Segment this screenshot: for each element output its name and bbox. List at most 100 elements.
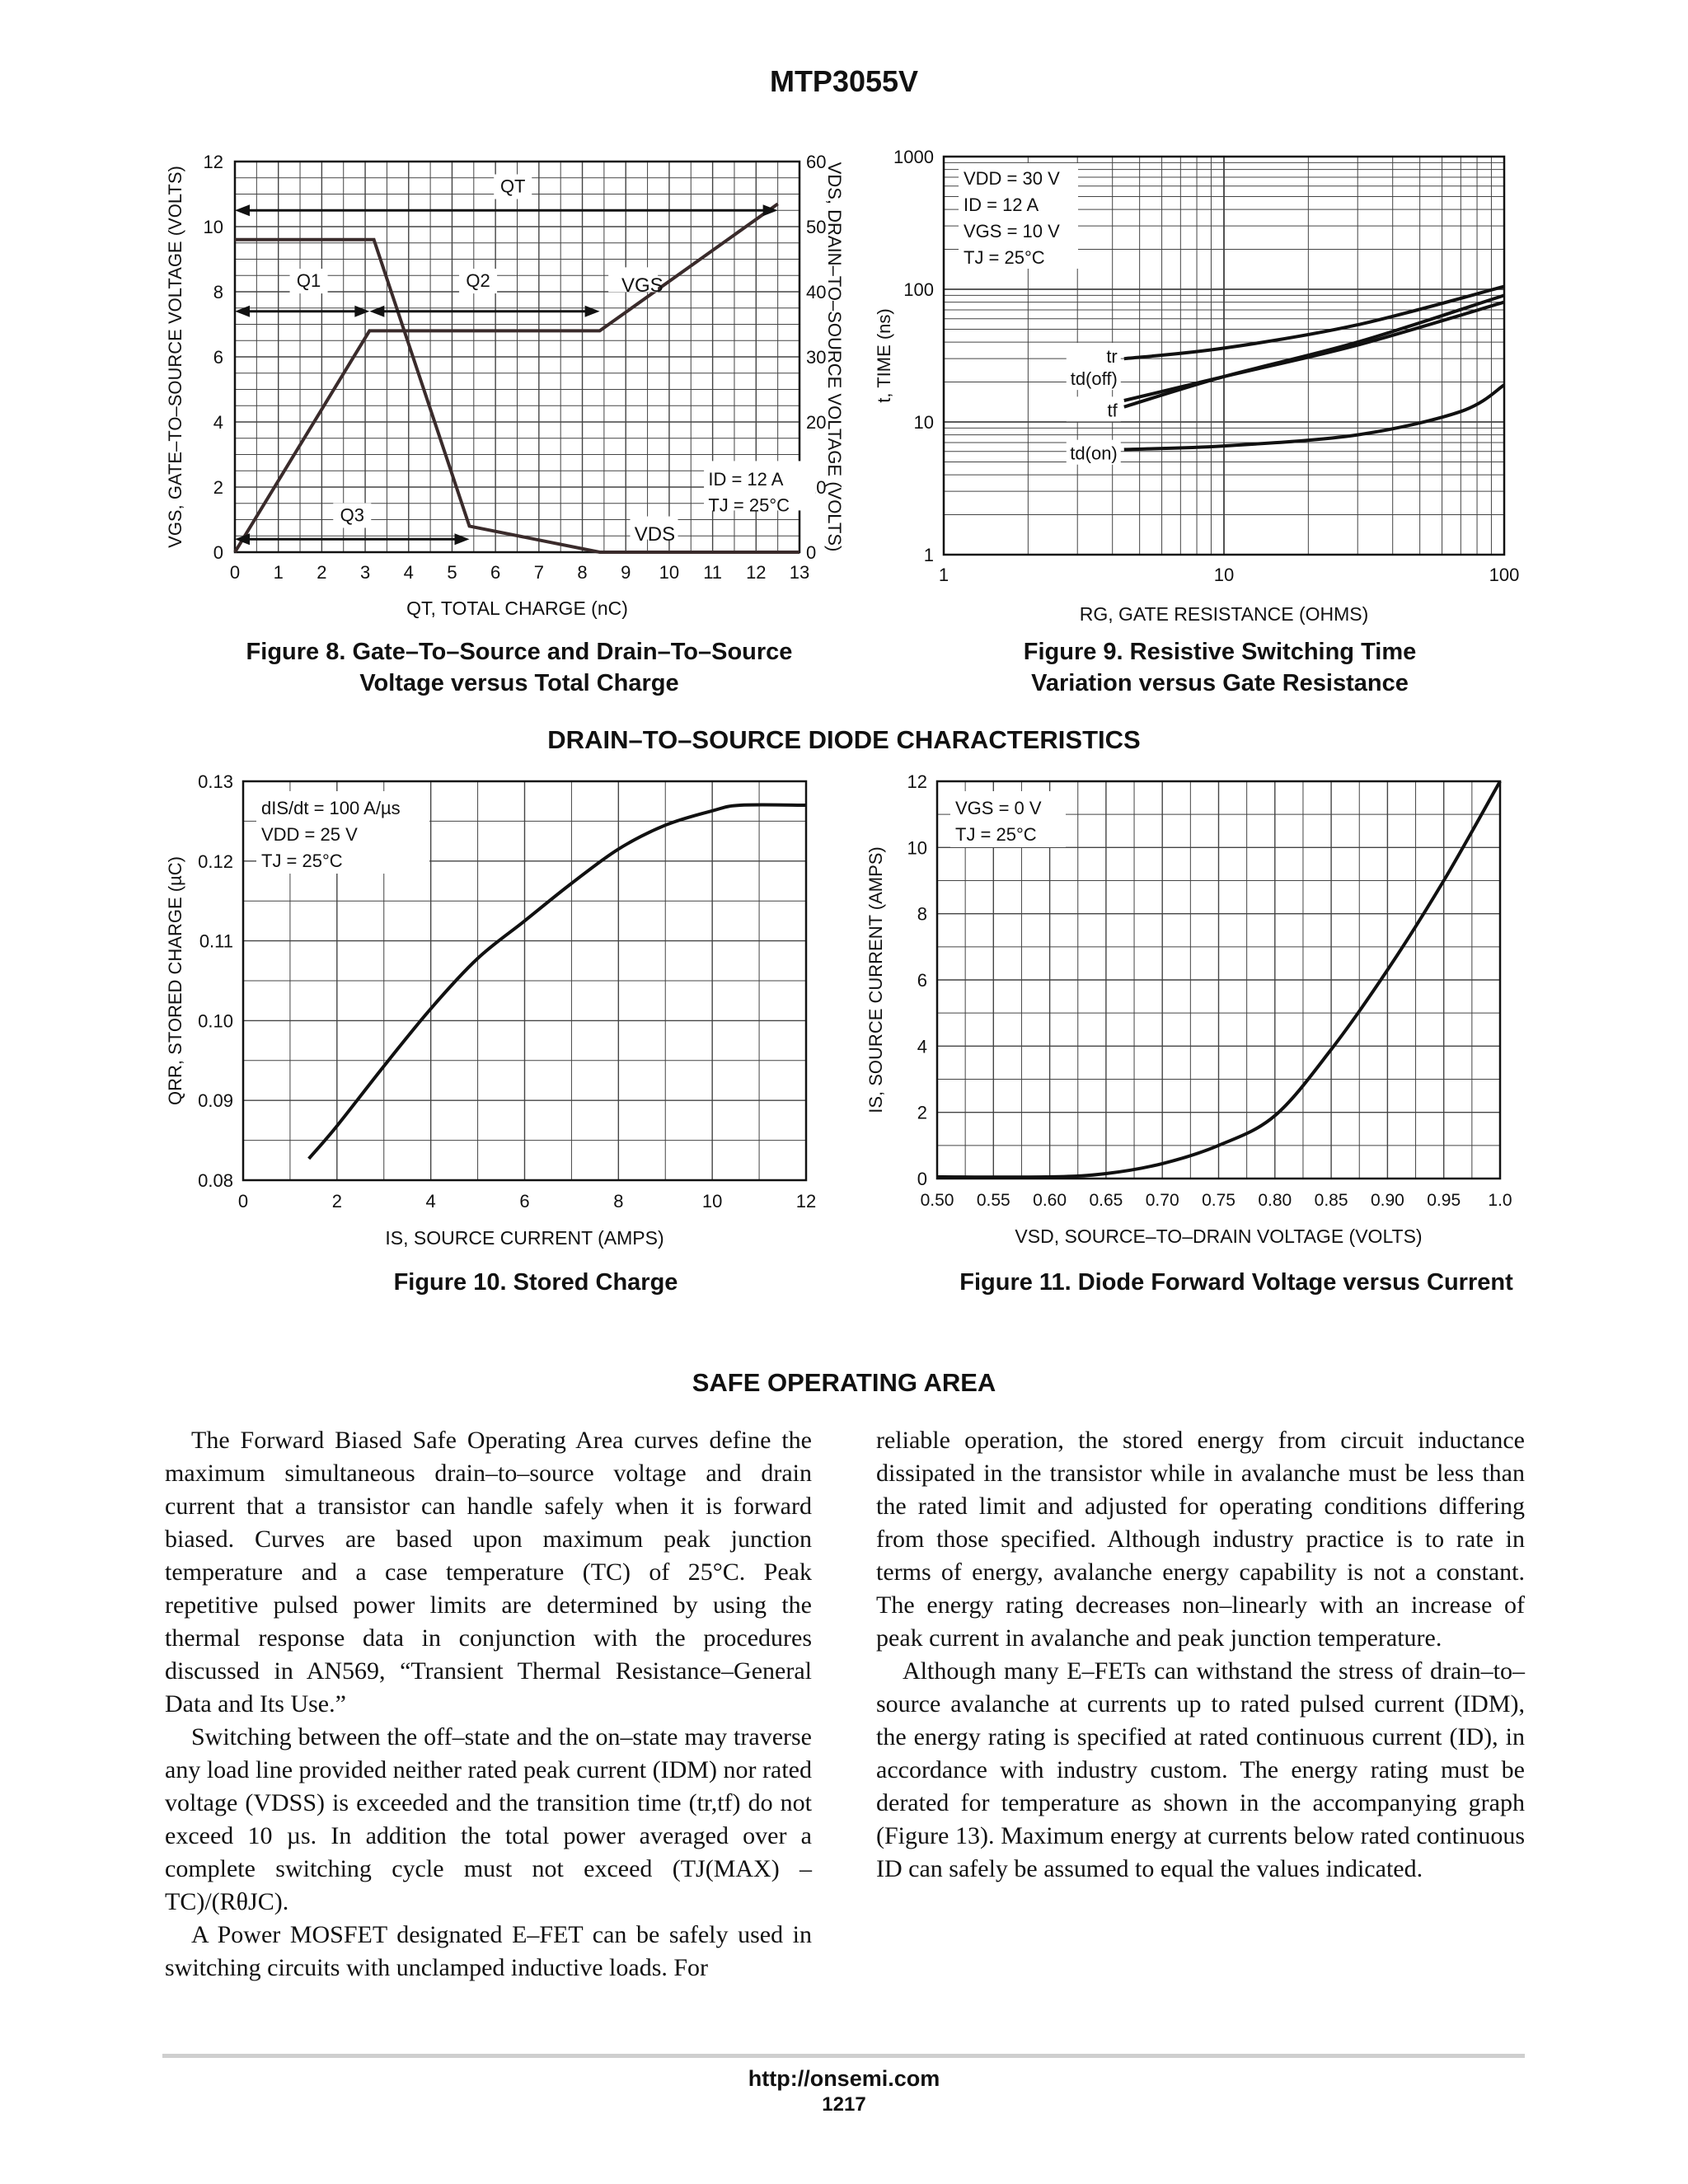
label-tdon-bg bbox=[1066, 439, 1121, 465]
label-tf: tf bbox=[1108, 400, 1118, 420]
q2-label: Q2 bbox=[466, 270, 490, 291]
x-tick-label: 0.75 bbox=[1202, 1191, 1236, 1210]
x-tick-label: 0.70 bbox=[1146, 1191, 1179, 1210]
x-tick-label: 13 bbox=[790, 562, 809, 583]
vgs-label-bg bbox=[608, 267, 659, 293]
q1-label-bg bbox=[289, 269, 328, 294]
body-paragraph: reliable operation, the stored energy fr… bbox=[876, 1427, 1525, 1652]
x-tick-label: 11 bbox=[703, 562, 722, 583]
condition-text: VGS = 0 V bbox=[955, 798, 1042, 818]
x-axis-label: RG, GATE RESISTANCE (OHMS) bbox=[1080, 603, 1369, 625]
body-paragraph: Although many E–FETs can withstand the s… bbox=[876, 1657, 1525, 1882]
y-tick-label: 10 bbox=[204, 217, 223, 237]
x-tick-label: 8 bbox=[577, 562, 587, 583]
y-tick-label: 4 bbox=[213, 412, 223, 433]
x-tick-label: 100 bbox=[1489, 565, 1520, 585]
footer-rule bbox=[162, 2054, 1525, 2058]
stored-charge-curve bbox=[307, 803, 807, 1160]
figure-8-caption: Figure 8. Gate–To–Source and Drain–To–So… bbox=[157, 636, 882, 699]
x-tick-label: 0.65 bbox=[1089, 1191, 1123, 1210]
y-axis-label: t, TIME (ns) bbox=[874, 308, 894, 403]
y2-tick-label: 0 bbox=[806, 542, 816, 563]
conditions-bg bbox=[959, 163, 1078, 269]
vds-label: VDS bbox=[635, 523, 675, 546]
curve-tdon bbox=[1123, 383, 1506, 452]
label-tr: tr bbox=[1106, 346, 1117, 367]
qt-arrow-head-right bbox=[762, 204, 778, 217]
q3-arrow-head-right bbox=[454, 533, 470, 546]
figure-9-caption-line2: Variation versus Gate Resistance bbox=[1031, 670, 1409, 696]
y-tick-label: 0.13 bbox=[198, 771, 233, 792]
figure-10-caption-text: Figure 10. Stored Charge bbox=[393, 1269, 678, 1296]
x-axis-label: IS, SOURCE CURRENT (AMPS) bbox=[385, 1227, 663, 1249]
y-tick-label: 4 bbox=[917, 1036, 927, 1057]
y-tick-label: 1000 bbox=[893, 147, 934, 167]
conditions-bg bbox=[256, 791, 429, 874]
condition-text: VGS = 10 V bbox=[964, 221, 1060, 241]
footer-url[interactable]: http://onsemi.com bbox=[748, 2066, 940, 2091]
vgs-label: VGS bbox=[621, 274, 663, 297]
y-tick-label: 12 bbox=[907, 771, 927, 792]
y-tick-label: 10 bbox=[907, 837, 927, 858]
q1-label: Q1 bbox=[297, 270, 321, 291]
y2-tick-label: 50 bbox=[806, 217, 826, 237]
footer-page-number: 1217 bbox=[822, 2093, 866, 2116]
condition-text: dIS/dt = 100 A/µs bbox=[261, 798, 401, 818]
qt-label: QT bbox=[500, 176, 526, 197]
q2-arrow-head-right bbox=[584, 305, 600, 317]
condition-text: TJ = 25°C bbox=[261, 851, 343, 871]
condition-text: VDD = 30 V bbox=[964, 168, 1060, 189]
y-tick-label: 0.10 bbox=[198, 1010, 233, 1031]
figure-9-chart: 1 10 100 1 10 100 1000 t, TIME (ns) RG, GATE RES… bbox=[874, 147, 1520, 625]
y-tick-label: 0.09 bbox=[198, 1090, 233, 1111]
footer: http://onsemi.com 1217 bbox=[0, 2064, 1688, 2117]
label-tf-bg bbox=[1066, 396, 1121, 422]
figure-9-caption: Figure 9. Resistive Switching Time Varia… bbox=[940, 636, 1500, 699]
x-tick-label: 1.0 bbox=[1488, 1191, 1512, 1210]
q3-label-bg bbox=[333, 503, 372, 528]
y-tick-label: 6 bbox=[213, 347, 223, 368]
y2-tick-label: 60 bbox=[806, 152, 826, 172]
figure-11-caption-text: Figure 11. Diode Forward Voltage versus … bbox=[959, 1269, 1513, 1296]
section-heading-diode-text: DRAIN–TO–SOURCE DIODE CHARACTERISTICS bbox=[547, 725, 1141, 754]
x-tick-label: 12 bbox=[796, 1191, 816, 1212]
figure-10-caption: Figure 10. Stored Charge bbox=[239, 1267, 832, 1298]
q1-arrow-head-right bbox=[354, 305, 370, 317]
figure-8-caption-line1: Figure 8. Gate–To–Source and Drain–To–So… bbox=[246, 639, 793, 665]
x-axis-label: QT, TOTAL CHARGE (nC) bbox=[406, 598, 628, 619]
plot-frame bbox=[233, 160, 801, 554]
condition-text: VDD = 25 V bbox=[261, 824, 358, 845]
y-tick-label: 1 bbox=[924, 545, 934, 565]
x-tick-label: 4 bbox=[404, 562, 414, 583]
x-tick-label: 0.60 bbox=[1033, 1191, 1067, 1210]
y2-tick-label: 30 bbox=[806, 347, 826, 368]
condition-id: ID = 12 A bbox=[708, 469, 783, 490]
q2-arrow-head-left bbox=[369, 305, 385, 317]
y-tick-label: 0.08 bbox=[198, 1170, 233, 1191]
x-tick-label: 4 bbox=[426, 1191, 436, 1212]
conditions-bg bbox=[950, 791, 1066, 847]
y-tick-label: 0 bbox=[213, 542, 223, 563]
plot-frame bbox=[942, 155, 1506, 556]
figure-11-chart: 0.50 0.55 0.60 0.65 0.70 0.75 0.80 0.85 0.90 0.95… bbox=[865, 771, 1512, 1247]
body-column-left: The Forward Biased Safe Operating Area c… bbox=[165, 1424, 812, 1985]
qt-arrow-head-left bbox=[235, 204, 250, 217]
x-tick-label: 12 bbox=[746, 562, 766, 583]
plot-frame bbox=[935, 780, 1502, 1180]
x-tick-label: 9 bbox=[621, 562, 631, 583]
y-axis-label: VGS, GATE–TO–SOURCE VOLTAGE (VOLTS) bbox=[165, 166, 185, 548]
y-tick-label: 2 bbox=[917, 1103, 927, 1123]
y-tick-label: 100 bbox=[903, 279, 934, 300]
x-tick-label: 0.55 bbox=[977, 1191, 1010, 1210]
q3-label: Q3 bbox=[340, 504, 364, 525]
section-heading-diode: DRAIN–TO–SOURCE DIODE CHARACTERISTICS bbox=[0, 725, 1688, 755]
figure-8-chart: 0 1 2 3 4 5 6 7 8 9 10 11 12 130246810120102030405060… bbox=[165, 152, 845, 619]
x-tick-label: 1 bbox=[274, 562, 284, 583]
y-axis-label: QRR, STORED CHARGE (µC) bbox=[165, 856, 185, 1105]
body-paragraph: The Forward Biased Safe Operating Area c… bbox=[165, 1427, 812, 1718]
y-tick-label: 0 bbox=[917, 1169, 927, 1189]
label-tr-bg bbox=[1066, 343, 1121, 368]
x-tick-label: 1 bbox=[939, 565, 949, 585]
y-tick-label: 8 bbox=[917, 904, 927, 925]
y-tick-label: 2 bbox=[213, 477, 223, 498]
